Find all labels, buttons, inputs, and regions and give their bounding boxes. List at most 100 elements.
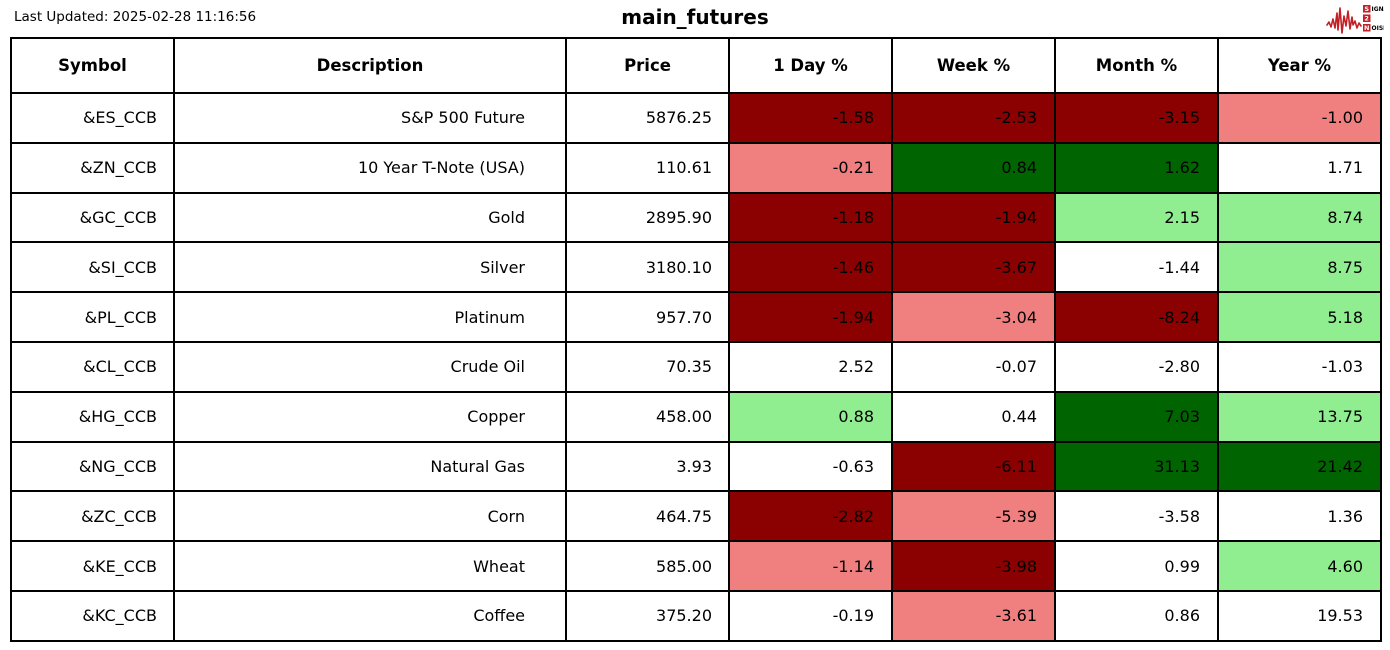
week-pct-cell: -6.11 — [891, 440, 1056, 493]
symbol-cell: &ZN_CCB — [10, 141, 175, 194]
table-row: &HG_CCB Copper 458.00 0.88 0.44 7.03 13.75 — [10, 390, 1382, 443]
year-pct-cell: -1.03 — [1217, 340, 1382, 393]
month-pct-cell: -3.58 — [1054, 490, 1219, 543]
month-pct-cell: 0.86 — [1054, 589, 1219, 642]
week-pct-cell: -2.53 — [891, 92, 1056, 144]
month-pct-cell: 7.03 — [1054, 390, 1219, 443]
table-row: &NG_CCB Natural Gas 3.93 -0.63 -6.11 31.13 21.… — [10, 440, 1382, 493]
symbol-cell: &HG_CCB — [10, 390, 175, 443]
table-row: &GC_CCB Gold 2895.90 -1.18 -1.94 2.15 8.74 — [10, 191, 1382, 244]
description-cell: Natural Gas — [173, 440, 567, 493]
1day-pct-cell: 0.88 — [728, 390, 893, 443]
table-row: &SI_CCB Silver 3180.10 -1.46 -3.67 -1.44 8.75 — [10, 241, 1382, 294]
description-cell: Platinum — [173, 291, 567, 343]
col-header-year-pct: Year % — [1217, 37, 1382, 94]
price-cell: 464.75 — [565, 490, 730, 543]
1day-pct-cell: -0.19 — [728, 589, 893, 642]
table-row: &PL_CCB Platinum 957.70 -1.94 -3.04 -8.24 5.18 — [10, 291, 1382, 343]
col-header-description: Description — [173, 37, 567, 94]
description-cell: Coffee — [173, 589, 567, 642]
symbol-cell: &ZC_CCB — [10, 490, 175, 543]
year-pct-cell: 19.53 — [1217, 589, 1382, 642]
week-pct-cell: -0.07 — [891, 340, 1056, 393]
month-pct-cell: -8.24 — [1054, 291, 1219, 343]
last-updated-label: Last Updated: 2025-02-28 11:16:56 — [14, 9, 257, 25]
table-row: &ES_CCB S&P 500 Future 5876.25 -1.58 -2.53 -3… — [10, 92, 1382, 144]
description-cell: Wheat — [173, 540, 567, 592]
description-cell: Gold — [173, 191, 567, 244]
month-pct-cell: 31.13 — [1054, 440, 1219, 493]
year-pct-cell: 8.74 — [1217, 191, 1382, 244]
1day-pct-cell: -2.82 — [728, 490, 893, 543]
table-row: &KE_CCB Wheat 585.00 -1.14 -3.98 0.99 4.60 — [10, 540, 1382, 592]
year-pct-cell: 1.36 — [1217, 490, 1382, 543]
price-cell: 2895.90 — [565, 191, 730, 244]
1day-pct-cell: -0.21 — [728, 141, 893, 194]
price-cell: 70.35 — [565, 340, 730, 393]
1day-pct-cell: -1.94 — [728, 291, 893, 343]
1day-pct-cell: -1.14 — [728, 540, 893, 592]
week-pct-cell: -3.67 — [891, 241, 1056, 294]
signal-2-noise-logo: S IGNAL 2 N OISE — [1326, 2, 1390, 36]
month-pct-cell: -2.80 — [1054, 340, 1219, 393]
table-body: &ES_CCB S&P 500 Future 5876.25 -1.58 -2.53 -3… — [10, 92, 1382, 642]
year-pct-cell: 5.18 — [1217, 291, 1382, 343]
col-header-month-pct: Month % — [1054, 37, 1219, 94]
svg-text:IGNAL: IGNAL — [1372, 6, 1385, 13]
description-cell: 10 Year T-Note (USA) — [173, 141, 567, 194]
symbol-cell: &GC_CCB — [10, 191, 175, 244]
symbol-cell: &PL_CCB — [10, 291, 175, 343]
symbol-cell: &SI_CCB — [10, 241, 175, 294]
month-pct-cell: 0.99 — [1054, 540, 1219, 592]
price-cell: 3180.10 — [565, 241, 730, 294]
year-pct-cell: 21.42 — [1217, 440, 1382, 493]
week-pct-cell: -3.04 — [891, 291, 1056, 343]
description-cell: Silver — [173, 241, 567, 294]
price-cell: 458.00 — [565, 390, 730, 443]
table-row: &KC_CCB Coffee 375.20 -0.19 -3.61 0.86 19.53 — [10, 589, 1382, 642]
month-pct-cell: -1.44 — [1054, 241, 1219, 294]
year-pct-cell: 8.75 — [1217, 241, 1382, 294]
price-cell: 110.61 — [565, 141, 730, 194]
description-cell: S&P 500 Future — [173, 92, 567, 144]
price-cell: 957.70 — [565, 291, 730, 343]
week-pct-cell: -1.94 — [891, 191, 1056, 244]
waveform-logo-icon: S IGNAL 2 N OISE — [1326, 5, 1390, 34]
header-row: Symbol Description Price 1 Day % Week % Month… — [10, 37, 1382, 94]
week-pct-cell: -3.61 — [891, 589, 1056, 642]
symbol-cell: &KC_CCB — [10, 589, 175, 642]
price-cell: 375.20 — [565, 589, 730, 642]
svg-text:S: S — [1364, 5, 1369, 13]
year-pct-cell: -1.00 — [1217, 92, 1382, 144]
month-pct-cell: 2.15 — [1054, 191, 1219, 244]
col-header-symbol: Symbol — [10, 37, 175, 94]
table-row: &CL_CCB Crude Oil 70.35 2.52 -0.07 -2.80 -1.03 — [10, 340, 1382, 393]
description-cell: Crude Oil — [173, 340, 567, 393]
1day-pct-cell: -1.46 — [728, 241, 893, 294]
price-cell: 5876.25 — [565, 92, 730, 144]
col-header-week-pct: Week % — [891, 37, 1056, 94]
svg-text:2: 2 — [1364, 15, 1369, 23]
year-pct-cell: 13.75 — [1217, 390, 1382, 443]
col-header-price: Price — [565, 37, 730, 94]
price-cell: 585.00 — [565, 540, 730, 592]
1day-pct-cell: -1.18 — [728, 191, 893, 244]
symbol-cell: &ES_CCB — [10, 92, 175, 144]
description-cell: Corn — [173, 490, 567, 543]
week-pct-cell: -5.39 — [891, 490, 1056, 543]
year-pct-cell: 1.71 — [1217, 141, 1382, 194]
description-cell: Copper — [173, 390, 567, 443]
price-cell: 3.93 — [565, 440, 730, 493]
symbol-cell: &CL_CCB — [10, 340, 175, 393]
week-pct-cell: 0.84 — [891, 141, 1056, 194]
1day-pct-cell: 2.52 — [728, 340, 893, 393]
week-pct-cell: -3.98 — [891, 540, 1056, 592]
table-row: &ZC_CCB Corn 464.75 -2.82 -5.39 -3.58 1.36 — [10, 490, 1382, 543]
symbol-cell: &NG_CCB — [10, 440, 175, 493]
futures-table: Symbol Description Price 1 Day % Week % Month… — [10, 37, 1382, 642]
month-pct-cell: -3.15 — [1054, 92, 1219, 144]
col-header-1day-pct: 1 Day % — [728, 37, 893, 94]
svg-text:N: N — [1364, 24, 1369, 32]
page-title: main_futures — [621, 5, 769, 29]
symbol-cell: &KE_CCB — [10, 540, 175, 592]
